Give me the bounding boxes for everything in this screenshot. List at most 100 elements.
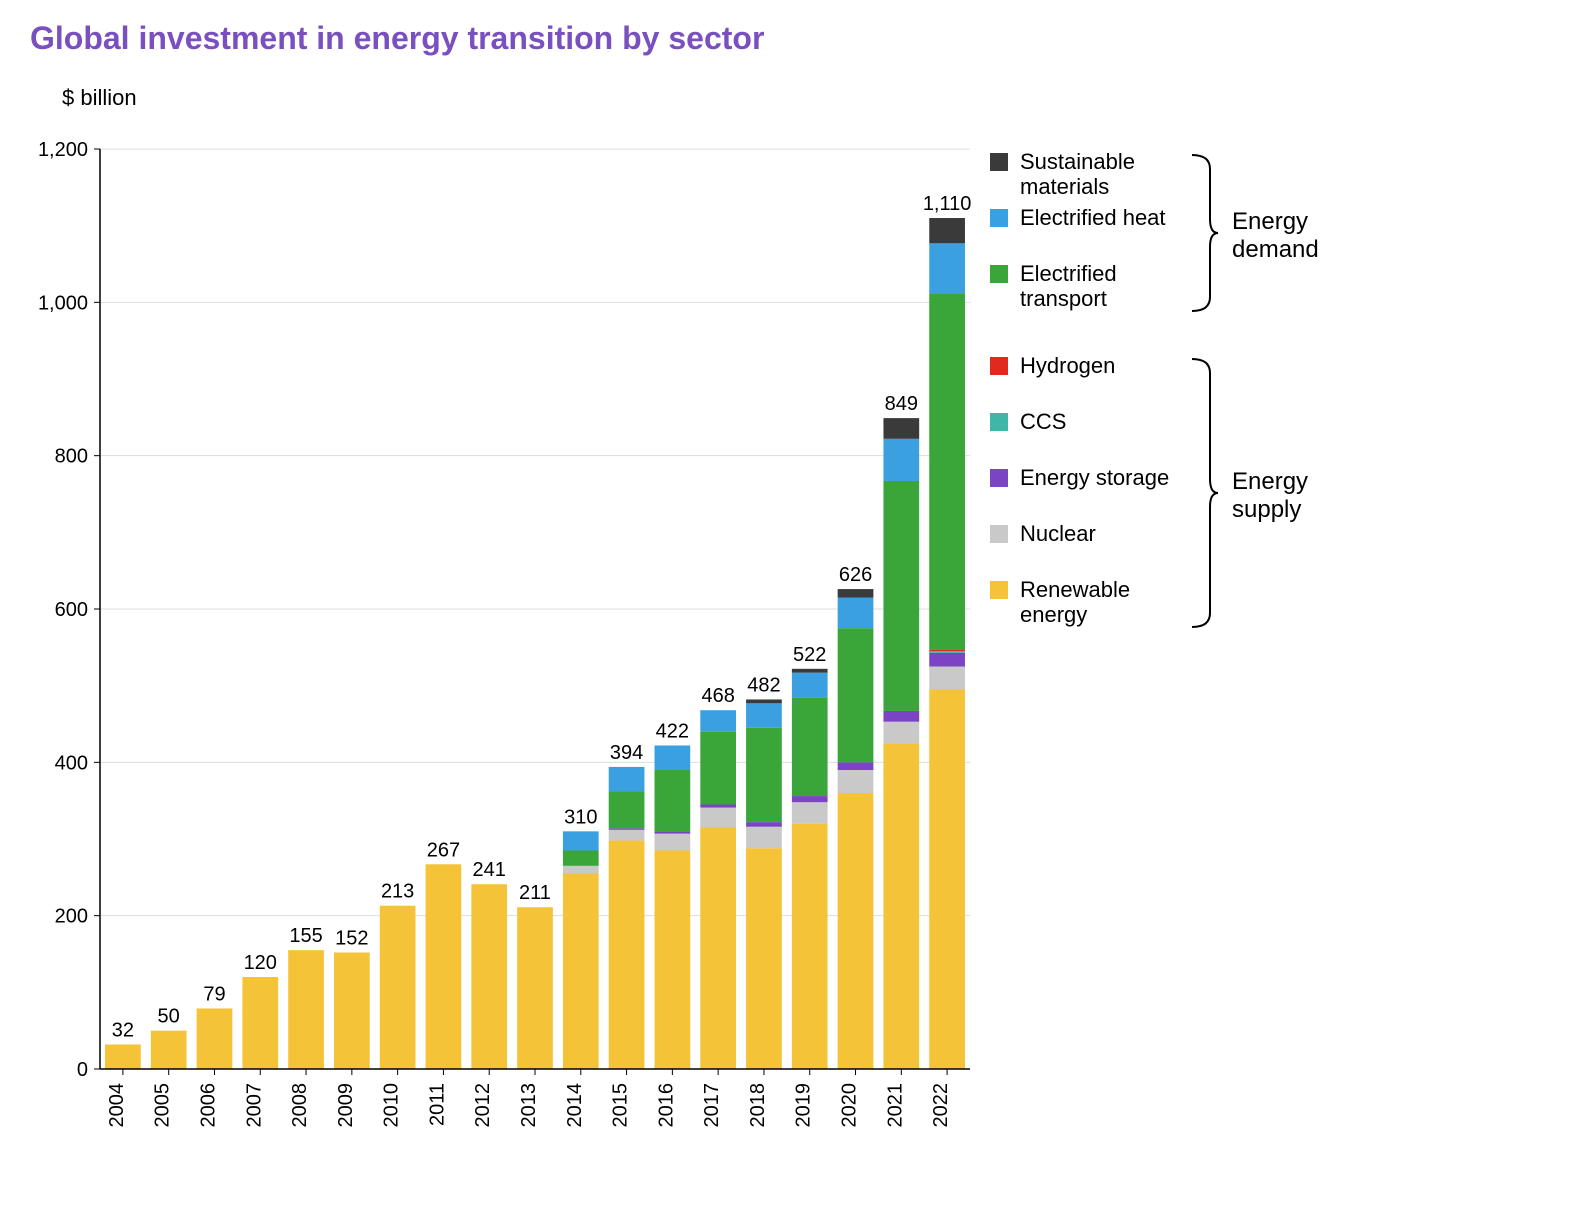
bar-segment-nuclear <box>838 770 874 793</box>
legend-item-nuclear: Nuclear <box>990 521 1170 577</box>
bar-segment-storage <box>609 828 645 830</box>
legend-swatch-materials <box>990 153 1008 171</box>
y-tick-label: 1,200 <box>38 139 88 161</box>
bar-segment-nuclear <box>792 802 828 823</box>
y-tick-label: 400 <box>55 752 88 774</box>
bar-total-label: 120 <box>244 952 277 974</box>
bar-total-label: 522 <box>793 644 826 666</box>
legend-item-materials: Sustainable materials <box>990 149 1170 205</box>
bar-segment-nuclear <box>883 722 919 743</box>
bar-segment-eheat <box>929 243 965 293</box>
bar-total-label: 32 <box>112 1019 134 1041</box>
bar-total-label: 267 <box>427 839 460 861</box>
bar-segment-renewable <box>655 851 691 1070</box>
bar-segment-nuclear <box>563 866 599 874</box>
bar-segment-nuclear <box>746 827 782 848</box>
bar-segment-renewable <box>426 864 462 1069</box>
bar-total-label: 849 <box>885 393 918 415</box>
bar-segment-eheat <box>609 767 645 792</box>
bar-segment-hydrogen <box>929 650 965 652</box>
bar-segment-renewable <box>197 1008 233 1069</box>
legend-swatch-ccs <box>990 413 1008 431</box>
bar-segment-nuclear <box>655 834 691 851</box>
x-tick-label: 2022 <box>930 1083 952 1128</box>
x-tick-label: 2004 <box>106 1083 128 1128</box>
bar-segment-nuclear <box>609 830 645 841</box>
bar-segment-renewable <box>838 793 874 1069</box>
bar-segment-renewable <box>471 884 507 1069</box>
bar-segment-materials <box>929 218 965 243</box>
bar-segment-renewable <box>746 848 782 1069</box>
legend-bracket <box>1192 359 1218 627</box>
bar-total-label: 79 <box>203 983 225 1005</box>
x-tick-label: 2017 <box>701 1083 723 1128</box>
bar-segment-eheat <box>838 598 874 629</box>
bar-segment-etransport <box>655 770 691 831</box>
legend-group-label: Energy <box>1232 468 1308 495</box>
legend-label-etransport: Electrified transport <box>1020 261 1170 312</box>
legend-group-label: demand <box>1232 236 1319 263</box>
bar-total-label: 155 <box>289 925 322 947</box>
y-tick-label: 0 <box>77 1059 88 1081</box>
x-tick-label: 2006 <box>197 1083 219 1128</box>
bar-segment-eheat <box>563 831 599 850</box>
bar-total-label: 626 <box>839 564 872 586</box>
chart-title: Global investment in energy transition b… <box>30 20 1564 57</box>
legend-item-etransport: Electrified transport <box>990 261 1170 317</box>
stacked-bar-chart: 02004006008001,0001,20032200450200579200… <box>30 129 980 1149</box>
bar-total-label: 213 <box>381 881 414 903</box>
legend-swatch-renewable <box>990 581 1008 599</box>
bar-total-label: 468 <box>701 685 734 707</box>
legend-item-renewable: Renewable energy <box>990 577 1170 633</box>
bar-segment-materials <box>792 669 828 673</box>
bar-segment-storage <box>883 711 919 722</box>
bar-segment-renewable <box>609 841 645 1069</box>
bar-segment-renewable <box>288 950 324 1069</box>
x-tick-label: 2005 <box>152 1083 174 1128</box>
x-tick-label: 2019 <box>793 1083 815 1128</box>
bar-segment-renewable <box>700 828 736 1070</box>
chart-container: 02004006008001,0001,20032200450200579200… <box>30 129 1564 1149</box>
bar-total-label: 422 <box>656 720 689 742</box>
bar-segment-materials <box>838 589 874 597</box>
bar-segment-renewable <box>380 906 416 1069</box>
legend-group-label: Energy <box>1232 208 1308 235</box>
bar-segment-renewable <box>792 824 828 1069</box>
bar-total-label: 241 <box>473 859 506 881</box>
bar-total-label: 482 <box>747 674 780 696</box>
bar-total-label: 394 <box>610 742 643 764</box>
legend-label-materials: Sustainable materials <box>1020 149 1170 200</box>
x-tick-label: 2020 <box>839 1083 861 1128</box>
bar-segment-nuclear <box>700 808 736 828</box>
bar-segment-renewable <box>105 1044 141 1069</box>
legend-label-renewable: Renewable energy <box>1020 577 1170 628</box>
bar-total-label: 152 <box>335 927 368 949</box>
bar-total-label: 50 <box>158 1006 180 1028</box>
bar-segment-ccs <box>929 651 965 653</box>
legend-swatch-eheat <box>990 209 1008 227</box>
y-tick-label: 600 <box>55 599 88 621</box>
bar-segment-storage <box>700 805 736 808</box>
legend-item-storage: Energy storage <box>990 465 1170 521</box>
bar-total-label: 211 <box>519 882 551 904</box>
bar-segment-eheat <box>792 673 828 698</box>
x-tick-label: 2011 <box>426 1083 448 1126</box>
bar-segment-renewable <box>563 874 599 1070</box>
legend-item-eheat: Electrified heat <box>990 205 1170 261</box>
y-axis-label: $ billion <box>62 85 1564 111</box>
legend-item-ccs: CCS <box>990 409 1170 465</box>
bar-segment-storage <box>792 796 828 802</box>
bar-segment-renewable <box>242 977 278 1069</box>
x-tick-label: 2008 <box>289 1083 311 1128</box>
bar-total-label: 310 <box>564 806 597 828</box>
x-tick-label: 2010 <box>381 1083 403 1128</box>
x-tick-label: 2016 <box>655 1083 677 1128</box>
bar-segment-renewable <box>517 907 553 1069</box>
legend-label-nuclear: Nuclear <box>1020 521 1096 546</box>
x-tick-label: 2021 <box>884 1083 906 1128</box>
bar-segment-storage <box>655 831 691 833</box>
x-tick-label: 2015 <box>610 1083 632 1128</box>
legend-item-hydrogen: Hydrogen <box>990 353 1170 409</box>
bar-segment-materials <box>883 418 919 439</box>
bar-segment-etransport <box>883 481 919 711</box>
